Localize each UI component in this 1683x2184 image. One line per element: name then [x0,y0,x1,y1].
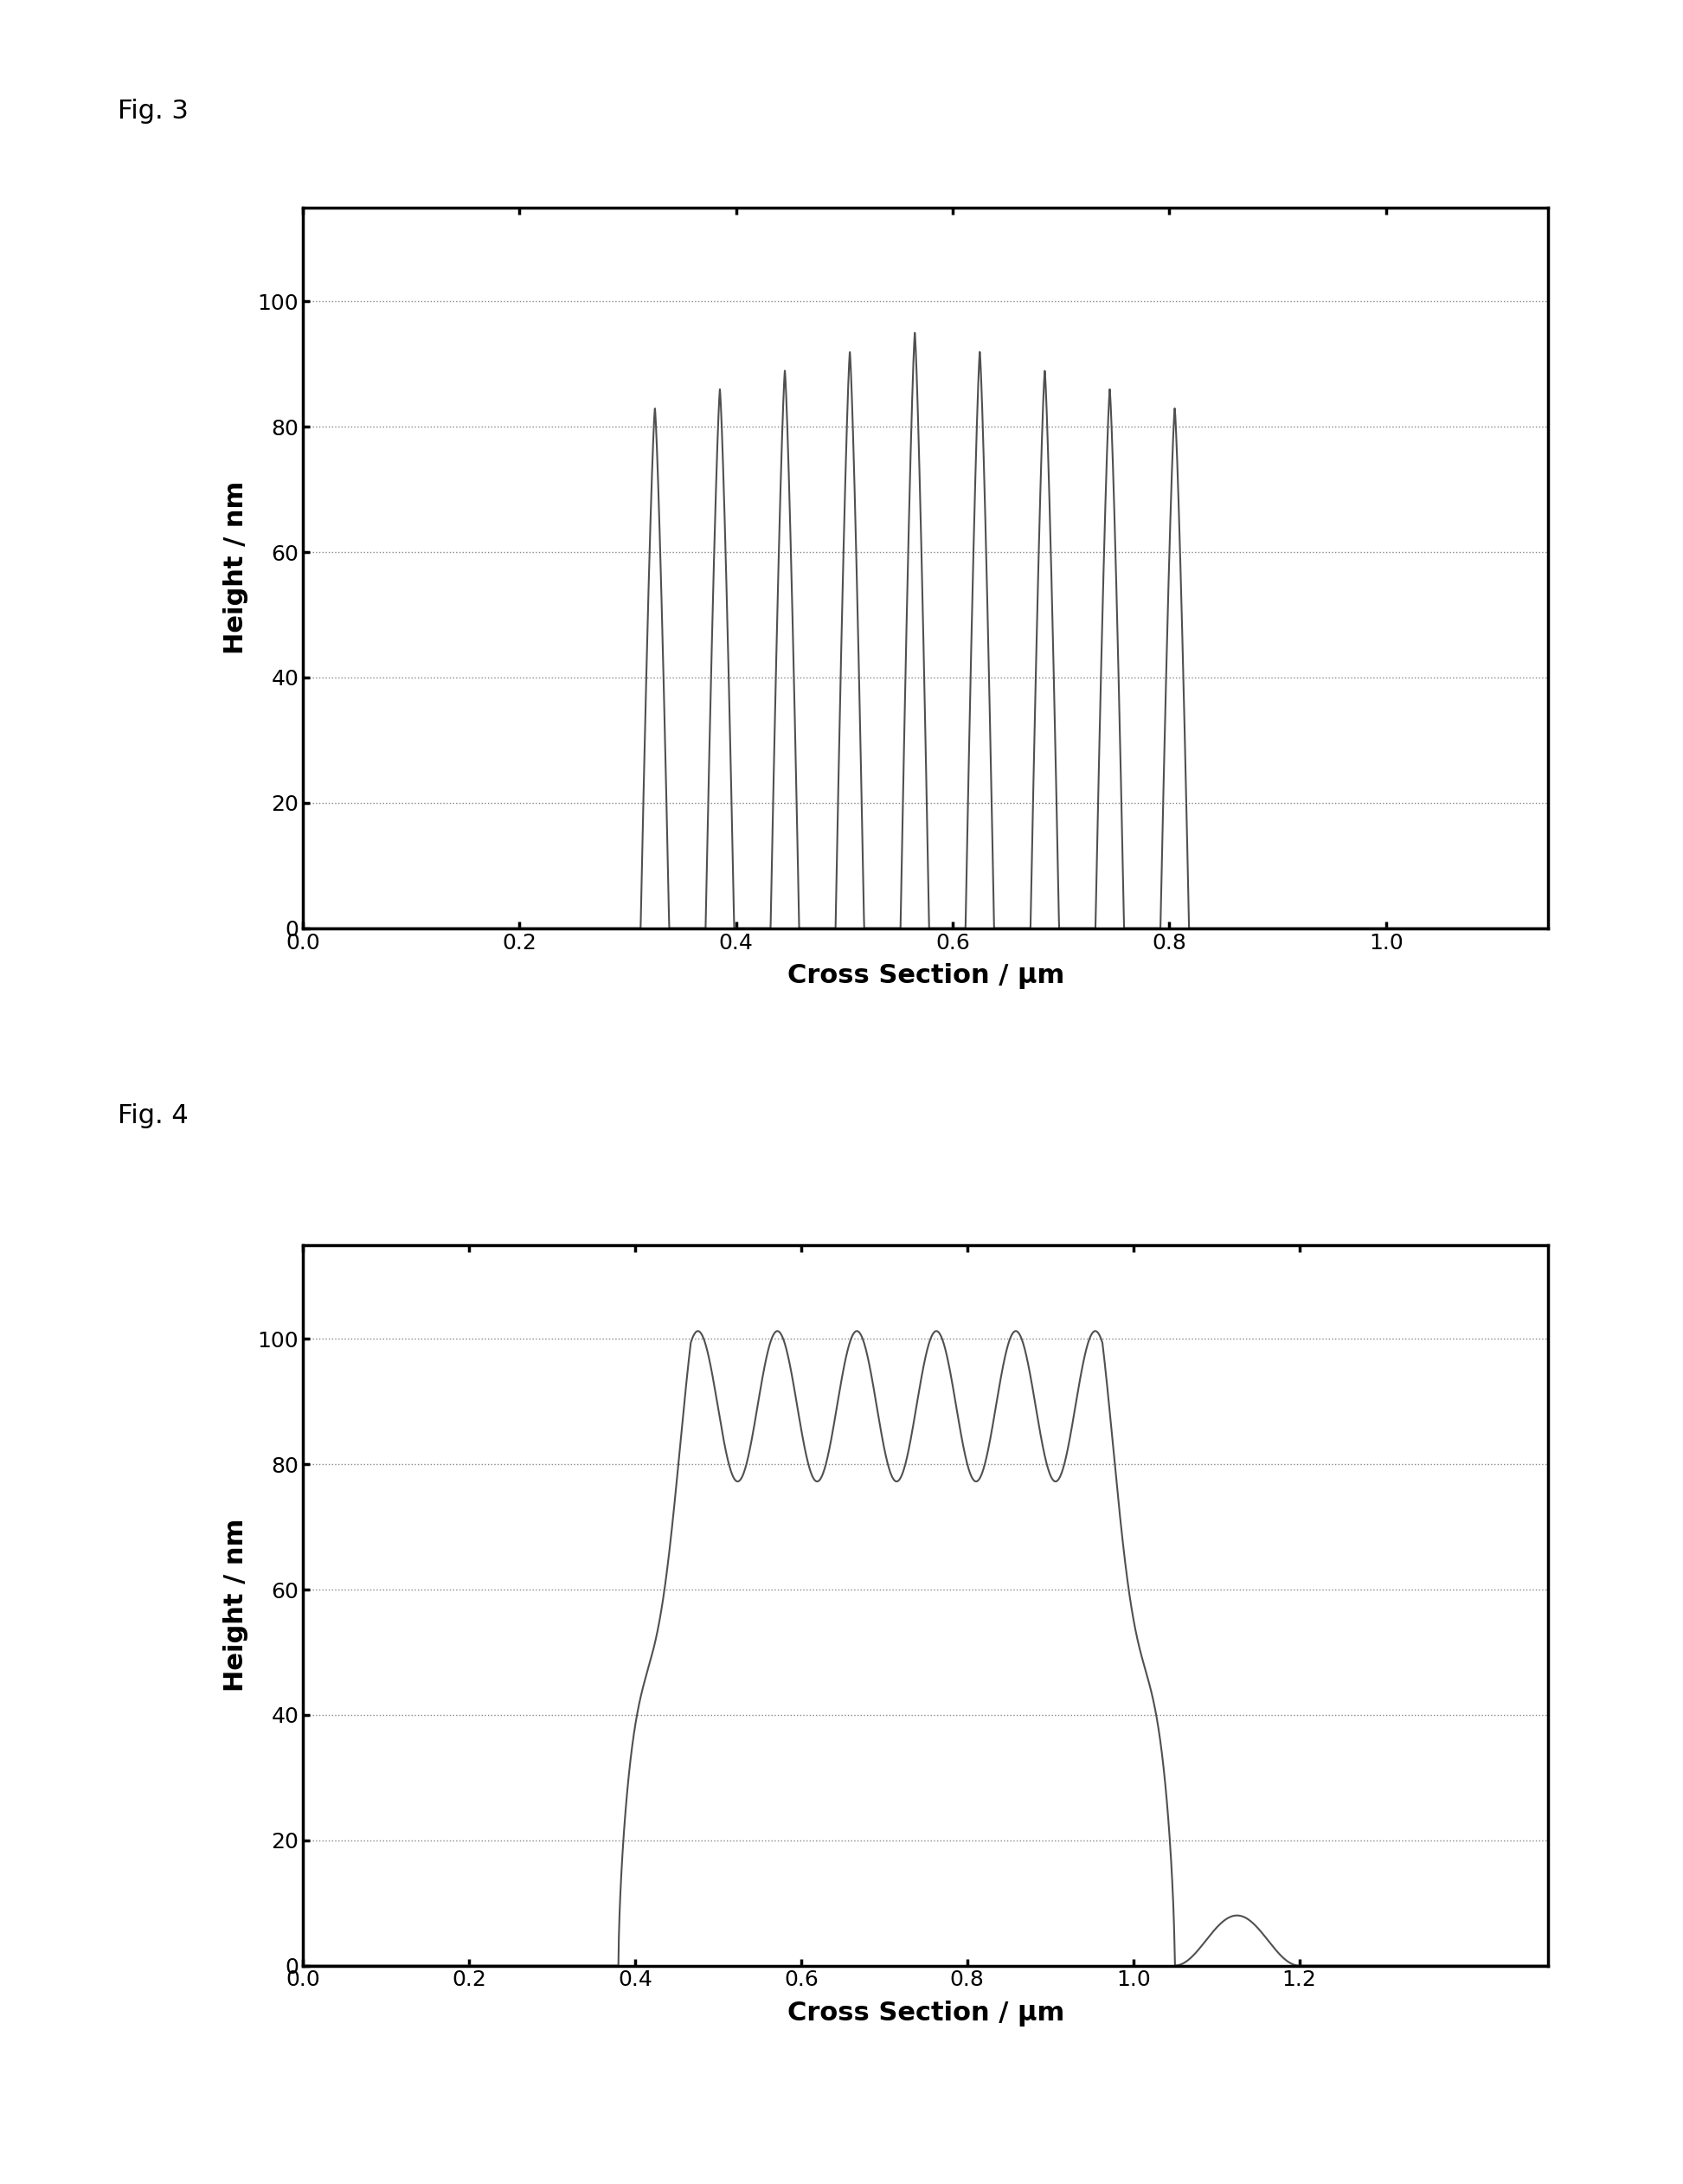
Text: Fig. 4: Fig. 4 [118,1103,188,1127]
Y-axis label: Height / nm: Height / nm [222,480,247,655]
Y-axis label: Height / nm: Height / nm [222,1518,247,1693]
Text: Fig. 3: Fig. 3 [118,98,188,122]
X-axis label: Cross Section / μm: Cross Section / μm [788,963,1064,989]
X-axis label: Cross Section / μm: Cross Section / μm [788,2001,1064,2027]
